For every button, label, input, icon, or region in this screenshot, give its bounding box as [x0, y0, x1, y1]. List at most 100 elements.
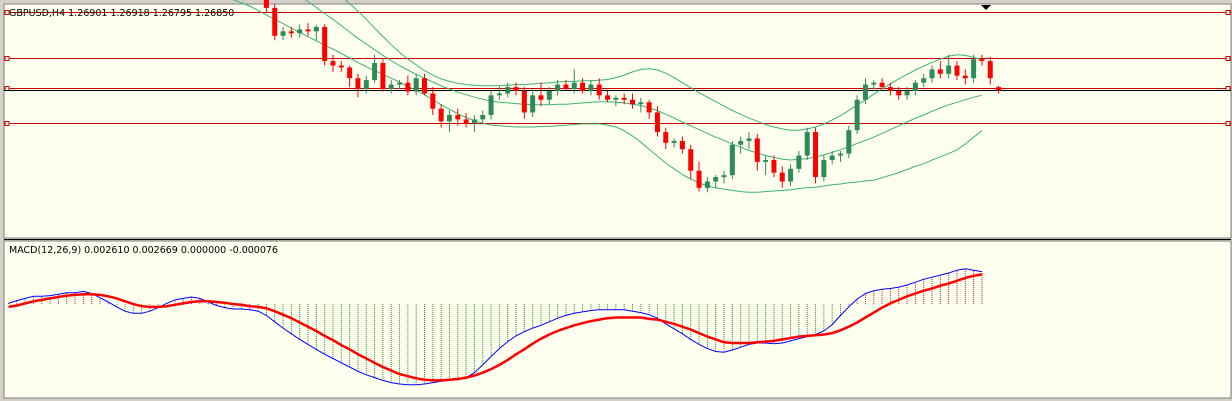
candle-body — [555, 84, 561, 91]
symbol-header: GBPUSD,H4 1.26901 1.26918 1.26795 1.2685… — [9, 8, 234, 19]
candle-body — [804, 132, 810, 156]
candle-body — [380, 63, 386, 90]
candle — [455, 108, 461, 126]
candle-body — [688, 149, 694, 171]
candle-body — [829, 155, 835, 160]
level-handle-right — [1225, 10, 1231, 15]
candle — [788, 164, 794, 186]
candle-body — [654, 112, 660, 133]
candle-body — [430, 93, 436, 109]
candle-body — [871, 82, 877, 85]
candle-body — [397, 82, 403, 85]
candle — [663, 127, 669, 150]
candle — [862, 78, 868, 105]
candle-body — [546, 90, 552, 100]
level-handle-left — [4, 121, 10, 126]
candle-body — [904, 90, 910, 96]
candle — [704, 177, 710, 193]
level-handle-right — [1225, 121, 1231, 126]
candle-body — [646, 102, 652, 113]
candle-body — [330, 61, 336, 66]
candle-body — [813, 132, 819, 178]
candle-body — [347, 67, 353, 79]
candle-body — [322, 26, 328, 62]
candle — [962, 69, 968, 85]
candle-body — [563, 84, 569, 90]
candle-body — [729, 144, 735, 176]
candle-body — [288, 31, 294, 34]
candle-body — [846, 130, 852, 154]
macd-pane-background — [3, 240, 1232, 399]
candle-body — [912, 82, 918, 91]
candle — [779, 166, 785, 188]
bollinger-middle-band — [304, 0, 983, 161]
candle-body — [879, 82, 885, 88]
candle-body — [338, 65, 344, 68]
candle — [480, 110, 486, 124]
candle — [272, 3, 278, 41]
candle-body — [280, 31, 286, 36]
candle-body — [588, 84, 594, 91]
candle — [297, 24, 303, 38]
candle — [580, 78, 586, 94]
candle-body — [630, 99, 635, 105]
candle-body — [954, 65, 960, 76]
candle-body — [996, 87, 1002, 91]
candle — [530, 89, 536, 117]
candle — [355, 73, 361, 98]
candle — [555, 80, 561, 96]
candle — [763, 155, 769, 176]
candle — [288, 26, 294, 38]
level-handle-right — [1225, 86, 1231, 91]
candle — [413, 73, 419, 96]
candle-body — [530, 95, 536, 113]
candle — [388, 80, 394, 94]
candle — [513, 82, 519, 96]
candle-body — [821, 159, 827, 178]
candle-body — [513, 87, 519, 91]
candle-body — [488, 95, 494, 115]
candle-body — [937, 69, 943, 74]
candle — [538, 82, 544, 107]
candle-body — [438, 108, 444, 122]
candle — [738, 136, 744, 154]
candle — [405, 75, 411, 96]
candle — [688, 144, 694, 179]
candle — [322, 24, 328, 66]
candle — [813, 127, 819, 184]
candle — [838, 151, 843, 162]
candle — [397, 80, 403, 90]
candle — [904, 87, 910, 100]
candle-body — [363, 80, 369, 90]
candle — [305, 23, 311, 36]
candle-body — [422, 78, 427, 94]
candle — [347, 65, 353, 88]
candle — [430, 87, 436, 115]
candle — [671, 138, 677, 148]
level-handle-right — [1225, 56, 1231, 61]
candle — [896, 87, 902, 100]
candle-body — [405, 82, 411, 92]
candle-body — [605, 95, 611, 100]
candle — [563, 80, 569, 91]
candle — [754, 133, 760, 171]
signal-line — [8, 273, 983, 382]
candle — [954, 61, 960, 81]
candle — [280, 26, 286, 41]
candle-body — [763, 159, 769, 162]
candle — [846, 125, 852, 159]
macd-label: MACD(12,26,9) 0.002610 0.002669 0.000000… — [9, 245, 278, 256]
candle-body — [754, 138, 760, 162]
shift-marker-icon[interactable] — [981, 5, 991, 10]
candle-body — [979, 59, 985, 62]
candle-body — [413, 78, 419, 92]
candle — [871, 80, 877, 90]
candle — [829, 151, 835, 165]
candle-body — [971, 59, 977, 79]
candle-body — [372, 63, 378, 81]
candle — [946, 54, 952, 79]
candle-body — [263, 0, 269, 8]
candle-body — [679, 140, 685, 150]
candle — [630, 93, 635, 109]
